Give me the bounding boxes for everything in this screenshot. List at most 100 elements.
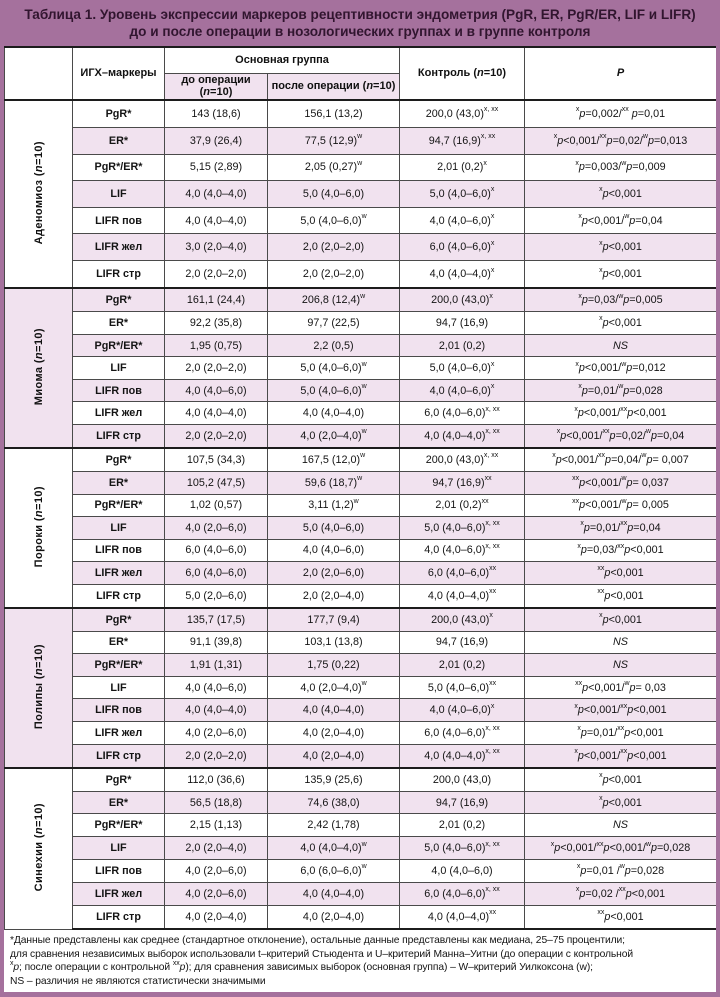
marker-cell: ER*	[72, 790, 165, 815]
before-value: 143 (18,6)	[164, 99, 268, 129]
footnote-line: NS – различия не являются статистически …	[10, 975, 266, 987]
control-value: 5,0 (4,0–6,0)х	[399, 356, 525, 380]
table-row: LIF 4,0 (2,0–6,0) 5,0 (4,0–6,0) 5,0 (4,0–6,…	[5, 516, 716, 540]
control-value: 94,7 (16,9)	[399, 630, 525, 655]
corner-cell	[4, 46, 73, 101]
marker-cell: PgR*	[72, 99, 165, 129]
table-row: Полипы (n=10) PgR* 135,7 (17,5) 177,7 (9,4)…	[4, 606, 716, 769]
table-row: LIFR стр 4,0 (2,0–4,0) 4,0 (2,0–4,0) 4,0 (4…	[5, 904, 716, 930]
control-value: 4,0 (4,0–6,0)х	[399, 378, 525, 403]
table-row: PgR*/ER* 2,15 (1,13) 2,42 (1,78) 2,01 (0,2)…	[5, 813, 716, 838]
p-value: хp=0,003/wp=0,009	[524, 153, 716, 182]
table-row: LIFR жел 3,0 (2,0–4,0) 2,0 (2,0–2,0) 6,0 (4…	[5, 233, 716, 262]
marker-cell: PgR*	[72, 446, 165, 472]
after-value: 2,42 (1,78)	[267, 813, 400, 838]
table-row: PgR*/ER* 1,95 (0,75) 2,2 (0,5) 2,01 (0,2) NS	[5, 333, 716, 358]
control-value: 4,0 (4,0–6,0)х	[399, 206, 525, 235]
p-value: ххp<0,001/wp= 0,037	[524, 470, 716, 495]
group-label-text: Синехии (n=10)	[32, 802, 45, 892]
control-value: 94,7 (16,9)хх	[399, 470, 525, 495]
table-row: LIF 4,0 (4,0–6,0) 4,0 (2,0–4,0)w 5,0 (4,0–6…	[5, 675, 716, 700]
footnote-line: для сравнения независимых выборок исполь…	[10, 948, 634, 960]
p-value: хp<0,001/ххp<0,001	[524, 743, 716, 769]
after-value: 4,0 (2,0–4,0)	[267, 721, 400, 745]
before-value: 4,0 (4,0–6,0)	[164, 675, 268, 700]
table-header: ИГХ–маркеры Основная группа Контроль (n=…	[4, 46, 716, 101]
before-value: 135,7 (17,5)	[164, 606, 268, 632]
control-value: 2,01 (0,2)	[399, 813, 525, 838]
marker-cell: LIFR стр	[72, 583, 165, 609]
control-value: 5,0 (4,0–6,0)х, хх	[399, 836, 525, 860]
p-value: хp<0,001/wp=0,04	[524, 206, 716, 235]
after-value: 135,9 (25,6)	[267, 766, 400, 792]
before-value: 2,0 (2,0–2,0)	[164, 424, 268, 449]
control-value: 2,01 (0,2)хх	[399, 493, 525, 518]
table-row: LIFR пов 4,0 (2,0–6,0) 6,0 (6,0–6,0)w 4,0 (…	[5, 858, 716, 883]
marker-cell: LIFR пов	[72, 538, 165, 563]
header-main-group: Основная группа	[164, 46, 400, 74]
before-value: 2,0 (2,0–4,0)	[164, 836, 268, 860]
p-value: хp<0,001/ххp=0,02/wp=0,04	[524, 424, 716, 449]
table-row: Синехии (n=10) PgR* 112,0 (36,6) 135,9 (25,…	[4, 766, 716, 930]
footnotes: *Данные представлены как среднее (станда…	[4, 930, 716, 992]
table-row: ER* 37,9 (26,4) 77,5 (12,9)w 94,7 (16,9)х, …	[5, 127, 716, 155]
after-value: 59,6 (18,7)w	[267, 470, 400, 495]
table-row: LIFR пов 6,0 (4,0–6,0) 4,0 (4,0–6,0) 4,0 (4…	[5, 538, 716, 563]
p-value: хp=0,03/ххp<0,001	[524, 538, 716, 563]
marker-cell: LIFR жел	[72, 881, 165, 906]
after-value: 103,1 (13,8)	[267, 630, 400, 655]
after-value: 156,1 (13,2)	[267, 99, 400, 129]
table-row: LIFR пов 4,0 (4,0–4,0) 5,0 (4,0–6,0)w 4,0 (…	[5, 206, 716, 235]
after-value: 2,0 (2,0–4,0)	[267, 583, 400, 609]
p-value: хp<0,001	[524, 260, 716, 289]
before-value: 92,2 (35,8)	[164, 311, 268, 335]
table-row: LIFR стр 2,0 (2,0–2,0) 4,0 (2,0–4,0)w 4,0 (…	[5, 424, 716, 449]
marker-cell: PgR*/ER*	[72, 153, 165, 182]
control-value: 5,0 (4,0–6,0)х	[399, 180, 525, 208]
header-control: Контроль (n=10)	[399, 46, 525, 101]
after-value: 4,0 (2,0–4,0)	[267, 904, 400, 930]
before-value: 4,0 (4,0–4,0)	[164, 401, 268, 426]
group-label: Миома (n=10)	[4, 287, 73, 449]
marker-cell: PgR*/ER*	[72, 333, 165, 358]
before-value: 6,0 (4,0–6,0)	[164, 538, 268, 563]
marker-cell: LIFR жел	[72, 401, 165, 426]
after-value: 5,0 (4,0–6,0)w	[267, 206, 400, 235]
p-value: хp=0,01/ххp=0,04	[524, 516, 716, 540]
before-value: 161,1 (24,4)	[164, 287, 268, 313]
expression-table: ИГХ–маркеры Основная группа Контроль (n=…	[4, 46, 716, 930]
table-body: Аденомиоз (n=10) PgR* 143 (18,6) 156,1 (13,…	[4, 98, 716, 930]
p-value: хp<0,001/ххp<0,001/wp=0,028	[524, 836, 716, 860]
before-value: 4,0 (2,0–4,0)	[164, 904, 268, 930]
control-value: 200,0 (43,0)	[399, 766, 525, 792]
marker-cell: PgR*/ER*	[72, 493, 165, 518]
marker-cell: LIFR стр	[72, 904, 165, 930]
table-row: ER* 56,5 (18,8) 74,6 (38,0) 94,7 (16,9) хp<0…	[5, 790, 716, 815]
table-row: LIF 2,0 (2,0–4,0) 4,0 (4,0–4,0)w 5,0 (4,0–6…	[5, 836, 716, 860]
marker-cell: LIF	[72, 836, 165, 860]
before-value: 37,9 (26,4)	[164, 127, 268, 155]
before-value: 5,0 (2,0–6,0)	[164, 583, 268, 609]
table-row: PgR*/ER* 1,91 (1,31) 1,75 (0,22) 2,01 (0,2)…	[5, 653, 716, 677]
control-value: 6,0 (4,0–6,0)х, хх	[399, 401, 525, 426]
control-value: 2,01 (0,2)	[399, 333, 525, 358]
header-p: P	[524, 46, 716, 101]
after-value: 3,11 (1,2)w	[267, 493, 400, 518]
after-value: 4,0 (4,0–4,0)	[267, 401, 400, 426]
p-value: ххp<0,001/wp= 0,03	[524, 675, 716, 700]
p-value: хp<0,001	[524, 766, 716, 792]
control-value: 6,0 (4,0–6,0)х, хх	[399, 721, 525, 745]
after-value: 1,75 (0,22)	[267, 653, 400, 677]
after-value: 5,0 (4,0–6,0)w	[267, 356, 400, 380]
control-value: 5,0 (4,0–6,0)х, хх	[399, 516, 525, 540]
p-value: хp<0,001	[524, 790, 716, 815]
before-value: 91,1 (39,8)	[164, 630, 268, 655]
table-row: LIFR пов 4,0 (4,0–6,0) 5,0 (4,0–6,0)w 4,0 (…	[5, 378, 716, 403]
after-value: 4,0 (2,0–4,0)	[267, 743, 400, 769]
control-value: 200,0 (43,0)х, хх	[399, 99, 525, 129]
before-value: 4,0 (4,0–6,0)	[164, 378, 268, 403]
marker-cell: LIFR пов	[72, 858, 165, 883]
after-value: 4,0 (2,0–4,0)w	[267, 675, 400, 700]
control-value: 6,0 (4,0–6,0)х, хх	[399, 881, 525, 906]
after-value: 177,7 (9,4)	[267, 606, 400, 632]
